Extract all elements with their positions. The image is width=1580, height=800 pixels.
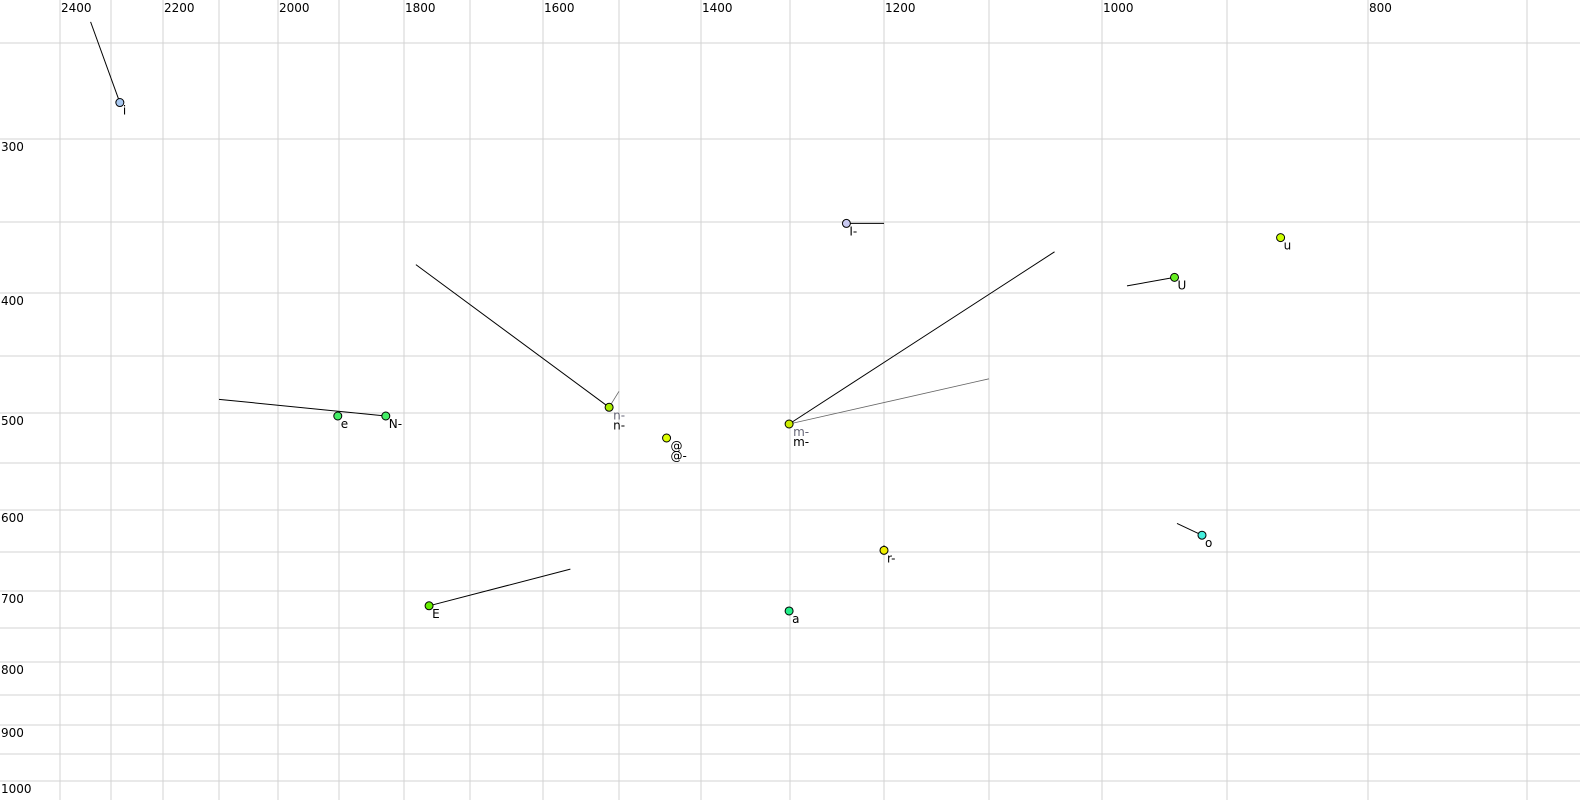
point-label: a — [792, 612, 799, 626]
point-label: n- — [613, 418, 625, 432]
point-label: I- — [849, 224, 857, 238]
data-point — [604, 402, 614, 412]
data-point — [424, 601, 434, 611]
point-label: U — [1178, 278, 1187, 292]
point-label: E — [432, 607, 440, 621]
point-label: e — [341, 417, 348, 431]
x-tick-label: 1400 — [702, 1, 733, 15]
point-label: N- — [389, 417, 402, 431]
data-point — [662, 433, 672, 443]
point-label: o — [1205, 536, 1212, 550]
x-tick-label: 1800 — [405, 1, 436, 15]
trajectory-line — [90, 21, 121, 103]
trajectory-line — [1126, 276, 1175, 287]
x-tick-label: 2400 — [61, 1, 92, 15]
trajectory-line — [1176, 522, 1203, 536]
point-label: u — [1284, 239, 1292, 253]
data-point — [115, 98, 125, 108]
trajectory-line — [218, 398, 386, 417]
trajectory-line-secondary — [789, 378, 990, 425]
x-tick-label: 800 — [1369, 1, 1392, 15]
y-tick-label: 800 — [1, 663, 24, 677]
trajectory-line — [415, 264, 610, 408]
y-tick-label: 400 — [1, 294, 24, 308]
point-label: i — [123, 104, 126, 118]
point-label: @- — [671, 449, 687, 463]
data-point — [1197, 530, 1207, 540]
data-point — [784, 606, 794, 616]
data-point — [381, 411, 391, 421]
y-tick-label: 300 — [1, 140, 24, 154]
x-tick-label: 2000 — [279, 1, 310, 15]
point-label-secondary: @ — [671, 439, 683, 453]
x-tick-label: 1600 — [544, 1, 575, 15]
axis-ticks: 2400 2200 2000 1800 1600 1400 1200 1000 800 300 40… — [1, 1, 1392, 796]
point-label: r- — [887, 551, 896, 565]
y-tick-label: 600 — [1, 511, 24, 525]
y-tick-label: 500 — [1, 414, 24, 428]
trajectory-line — [428, 568, 571, 607]
data-point — [1170, 272, 1179, 282]
data-points: i I-u Ue N-n-n- @@- m-m- E a r-o — [90, 21, 1292, 626]
data-point — [1276, 233, 1286, 243]
data-point — [841, 218, 851, 228]
y-tick-label: 700 — [1, 592, 24, 606]
y-tick-label: 1000 — [1, 782, 32, 796]
data-point — [333, 411, 343, 421]
x-tick-label: 1000 — [1103, 1, 1134, 15]
y-tick-label: 900 — [1, 726, 24, 740]
x-tick-label: 2200 — [164, 1, 195, 15]
data-point — [784, 419, 794, 429]
point-label-secondary: n- — [613, 408, 625, 422]
point-label: m- — [793, 435, 809, 449]
data-point — [879, 545, 889, 555]
trajectory-line — [788, 251, 1055, 425]
point-label-secondary: m- — [793, 425, 809, 439]
x-tick-label: 1200 — [885, 1, 916, 15]
